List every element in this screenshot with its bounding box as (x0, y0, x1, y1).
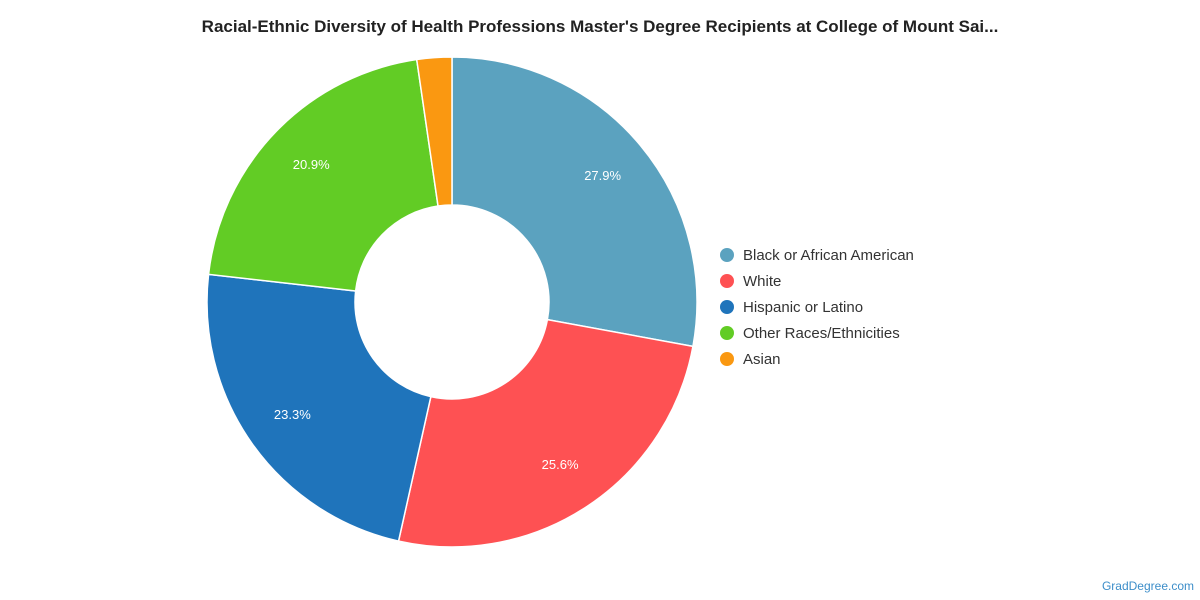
watermark: GradDegree.com (1101, 579, 1194, 593)
slice-value-label: 20.9% (293, 157, 330, 172)
legend-item[interactable]: White (720, 268, 914, 294)
legend-item[interactable]: Black or African American (720, 242, 914, 268)
slice-labels: 27.9% 25.6% 23.3% 20.9% (274, 157, 622, 472)
chart-legend: Black or African American White Hispanic o… (720, 242, 914, 372)
legend-label: Other Races/Ethnicities (743, 324, 900, 342)
legend-label: Asian (743, 350, 781, 368)
donut-slices (206, 56, 698, 548)
chart-title: Racial-Ethnic Diversity of Health Profes… (201, 17, 999, 36)
legend-item[interactable]: Other Races/Ethnicities (720, 320, 914, 346)
legend-color-dot (720, 300, 734, 314)
slice-value-label: 27.9% (584, 168, 621, 183)
legend-item[interactable]: Asian (720, 346, 914, 372)
slice-white (397, 318, 694, 548)
slice-asian (415, 56, 453, 207)
slice-value-label: 25.6% (542, 457, 579, 472)
legend-item[interactable]: Hispanic or Latino (720, 294, 914, 320)
legend-color-dot (720, 352, 734, 366)
legend-label: White (743, 272, 782, 290)
slice-black-or-african-american (451, 56, 698, 348)
legend-label: Black or African American (743, 246, 914, 264)
slice-other-races-ethnicities (207, 58, 439, 292)
legend-label: Hispanic or Latino (743, 298, 864, 316)
slice-value-label: 23.3% (274, 407, 311, 422)
legend-color-dot (720, 248, 734, 262)
legend-color-dot (720, 326, 734, 340)
legend-color-dot (720, 274, 734, 288)
slice-hispanic-or-latino (206, 273, 432, 542)
